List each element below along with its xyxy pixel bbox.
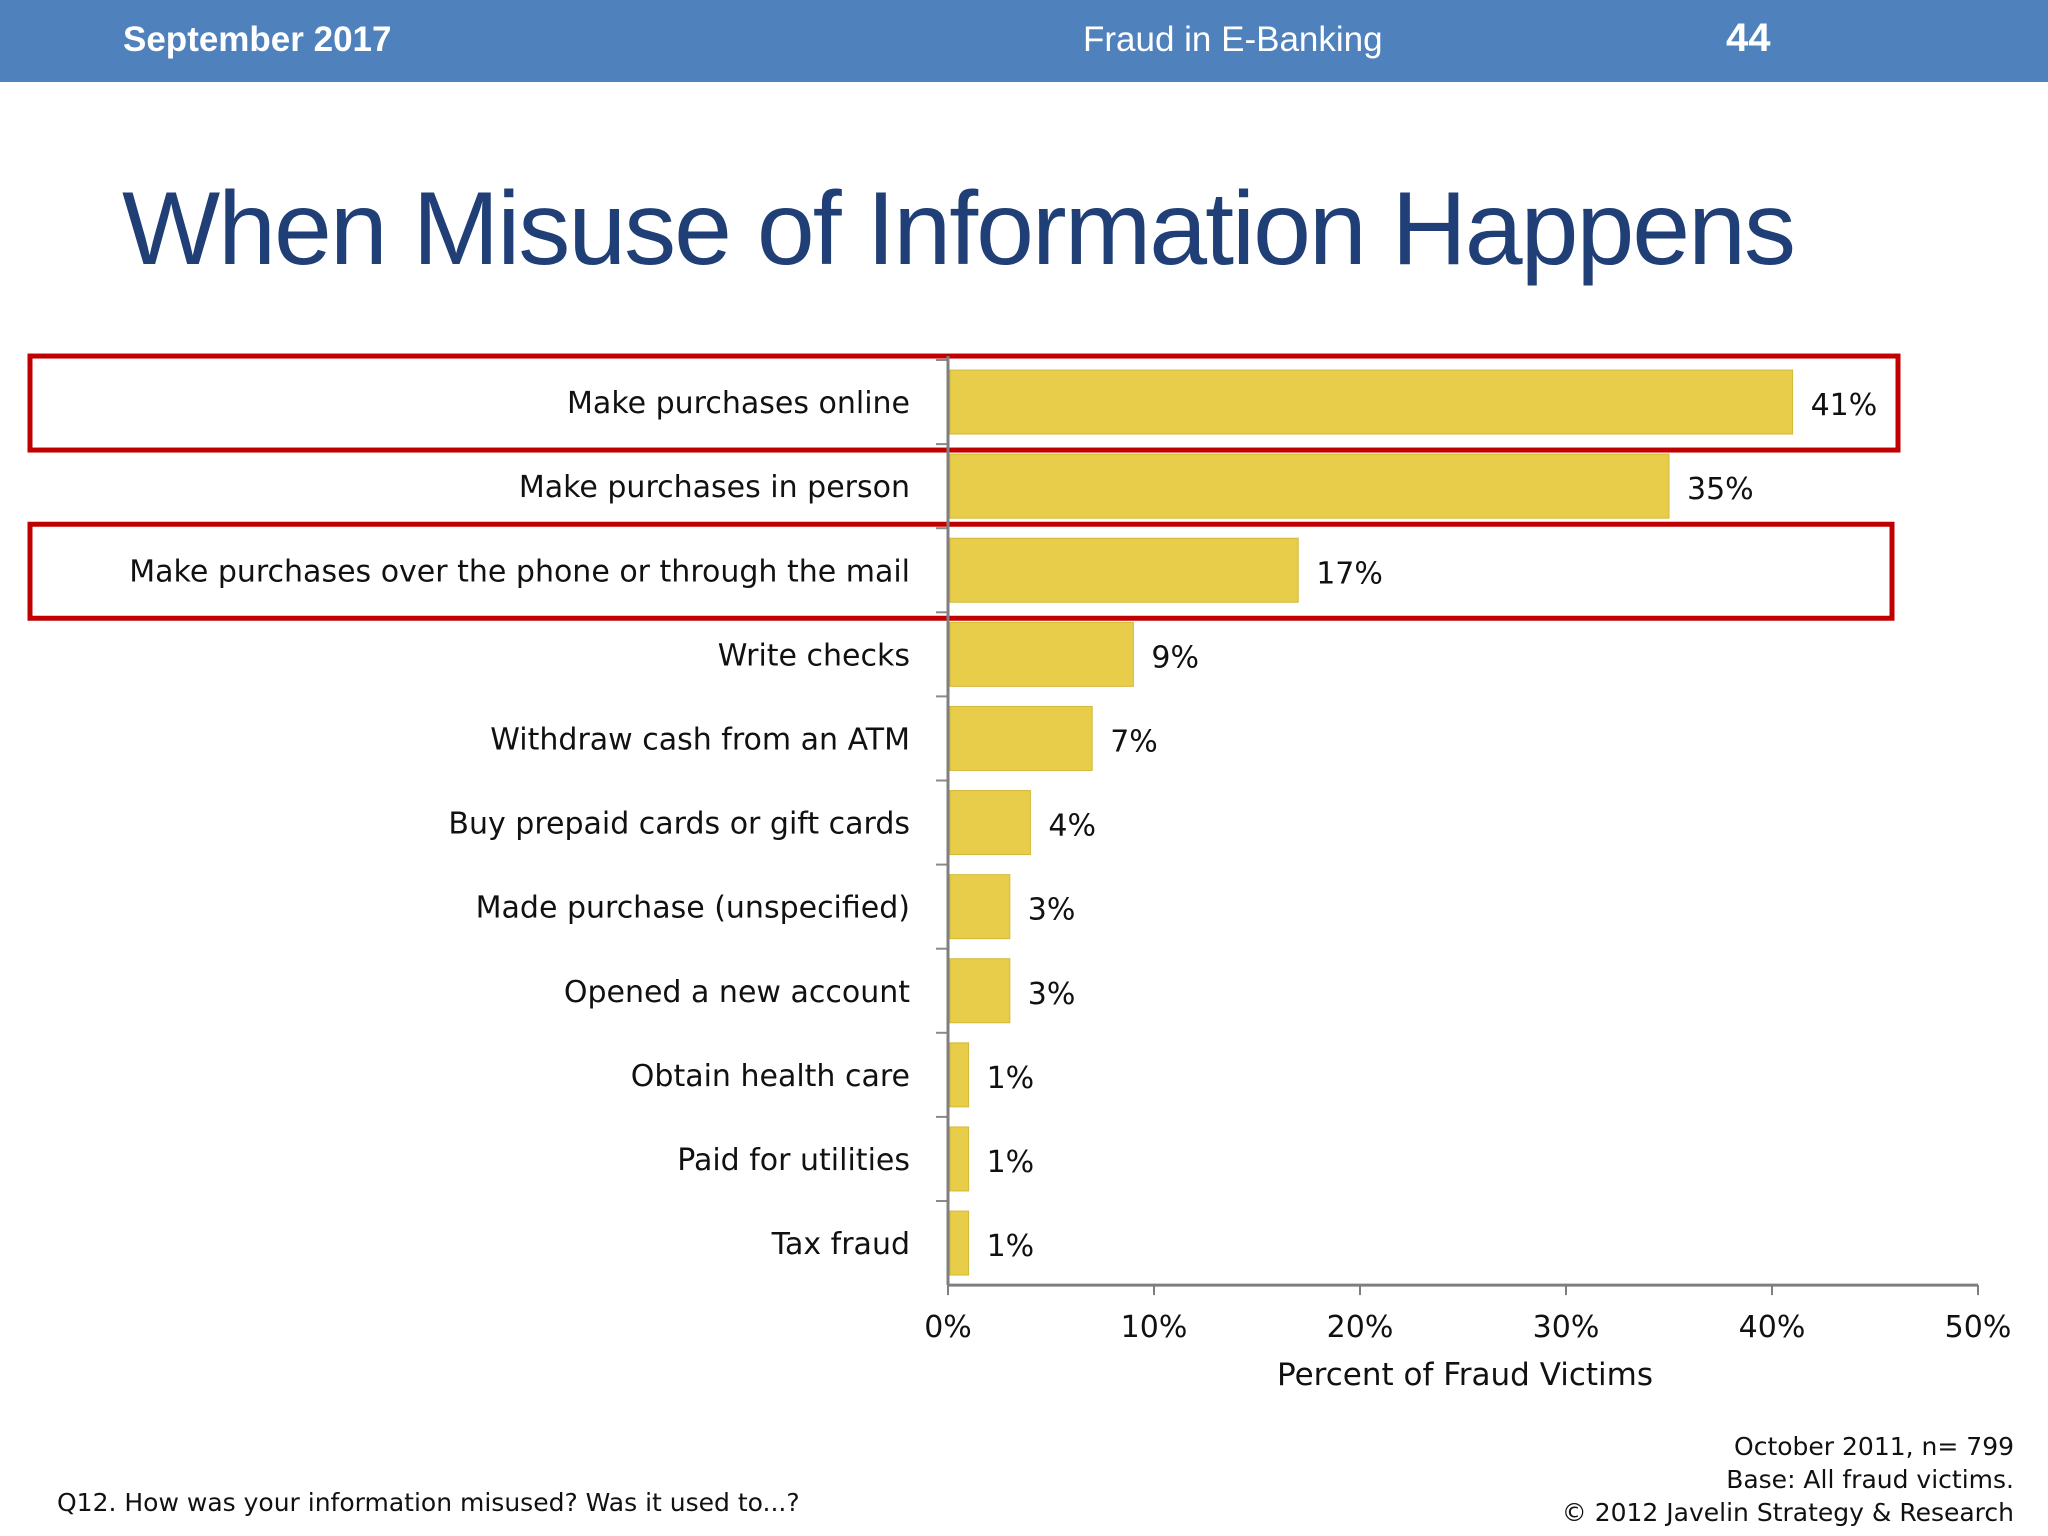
header-topic: Fraud in E-Banking <box>1083 20 1383 59</box>
sample-note: October 2011, n= 799 <box>1734 1432 2014 1461</box>
highlight-box <box>27 353 1901 453</box>
bar <box>949 958 1011 1024</box>
category-label: Opened a new account <box>564 975 910 1010</box>
survey-question-note: Q12. How was your information misused? W… <box>57 1488 800 1517</box>
bar <box>949 1126 970 1192</box>
value-label: 4% <box>1048 809 1096 844</box>
category-label: Write checks <box>718 638 910 673</box>
x-tick-label: 40% <box>1739 1310 1806 1345</box>
category-label: Paid for utilities <box>677 1143 910 1178</box>
value-label: 3% <box>1028 893 1076 928</box>
x-tick-label: 20% <box>1327 1310 1394 1345</box>
category-label: Withdraw cash from an ATM <box>490 722 910 757</box>
category-label: Make purchases over the phone or through… <box>129 554 910 589</box>
value-label: 9% <box>1151 640 1199 675</box>
value-label: 1% <box>987 1061 1035 1096</box>
page-number: 44 <box>1726 16 1771 60</box>
bar <box>949 1210 970 1276</box>
source-notes: October 2011, n= 799 Base: All fraud vic… <box>1562 1430 2014 1529</box>
value-label: 35% <box>1687 472 1754 507</box>
base-note: Base: All fraud victims. <box>1726 1465 2014 1494</box>
x-tick-label: 0% <box>924 1310 972 1345</box>
value-label: 7% <box>1110 724 1158 759</box>
x-tick-label: 50% <box>1945 1310 2012 1345</box>
value-label: 1% <box>987 1145 1035 1180</box>
slide-title: When Misuse of Information Happens <box>122 171 1796 287</box>
bar <box>949 874 1011 940</box>
header-date: September 2017 <box>123 20 392 59</box>
x-tick-label: 30% <box>1533 1310 1600 1345</box>
category-label: Make purchases in person <box>519 470 910 505</box>
highlight-box <box>27 521 1895 621</box>
bar <box>949 705 1093 771</box>
bar <box>949 369 1794 435</box>
bar <box>949 453 1670 519</box>
category-label: Made purchase (unspecified) <box>476 891 910 926</box>
bar <box>949 1042 970 1108</box>
x-tick-label: 10% <box>1121 1310 1188 1345</box>
value-label: 17% <box>1316 556 1383 591</box>
bar <box>949 790 1031 856</box>
value-label: 1% <box>987 1229 1035 1264</box>
bar <box>949 537 1299 603</box>
category-label: Tax fraud <box>771 1227 910 1262</box>
value-label: 3% <box>1028 977 1076 1012</box>
x-axis-label: Percent of Fraud Victims <box>1277 1357 1653 1393</box>
category-label: Make purchases online <box>567 386 910 421</box>
category-label: Obtain health care <box>631 1059 910 1094</box>
bar <box>949 621 1134 687</box>
category-label: Buy prepaid cards or gift cards <box>448 807 910 842</box>
copyright-note: © 2012 Javelin Strategy & Research <box>1561 1498 2014 1527</box>
header-bar: September 2017 Fraud in E-Banking 44 <box>0 0 2048 82</box>
value-label: 41% <box>1811 388 1878 423</box>
